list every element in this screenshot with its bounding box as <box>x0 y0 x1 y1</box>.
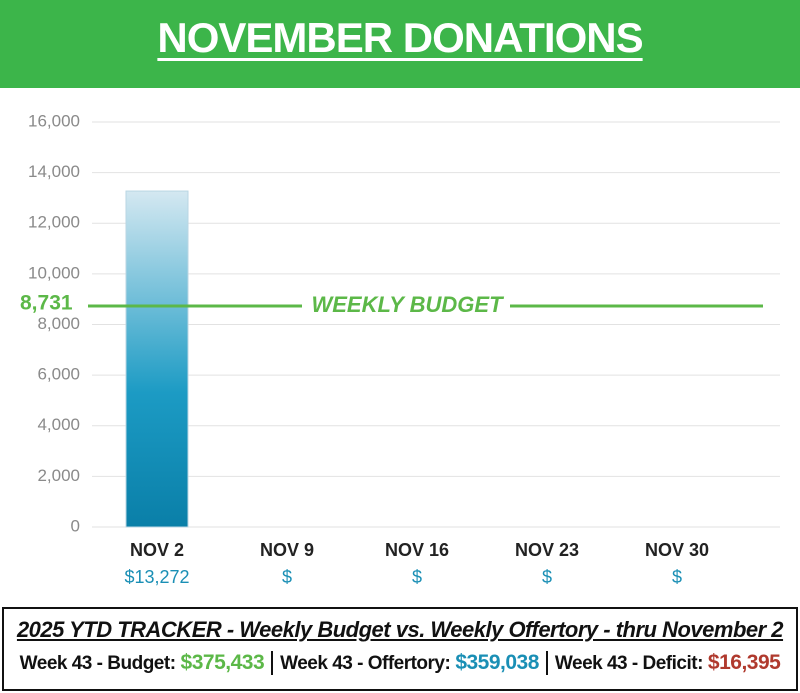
x-tick-label: NOV 9 <box>260 540 314 560</box>
x-tick-label: NOV 30 <box>645 540 709 560</box>
footer-item-label: Week 43 - Offertory: <box>280 653 451 674</box>
y-tick-label: 2,000 <box>37 466 80 485</box>
value-label: $ <box>282 567 292 587</box>
y-tick-label: 6,000 <box>37 365 80 384</box>
value-label: $ <box>412 567 422 587</box>
footer-item: Week 43 - Budget: $375,433 <box>13 651 271 675</box>
x-tick-label: NOV 2 <box>130 540 184 560</box>
value-label: $ <box>542 567 552 587</box>
chart-title: NOVEMBER DONATIONS <box>157 14 643 61</box>
header: NOVEMBER DONATIONS <box>0 0 800 88</box>
x-tick-label: NOV 16 <box>385 540 449 560</box>
y-tick-label: 14,000 <box>28 162 80 181</box>
budget-value-label: 8,731 <box>20 292 73 315</box>
footer-item-value: $16,395 <box>707 651 781 674</box>
footer-item: Week 43 - Deficit: $16,395 <box>545 651 787 675</box>
y-tick-label: 4,000 <box>37 415 80 434</box>
chart: 0 2,000 4,000 6,000 8,000 10,000 12,000 14,000 1… <box>20 111 780 587</box>
value-label: $13,272 <box>124 567 189 587</box>
y-tick-label: 16,000 <box>28 111 80 130</box>
footer-item-label: Week 43 - Budget: <box>19 653 176 674</box>
budget-text: WEEKLY BUDGET <box>311 292 504 317</box>
y-tick-label: 10,000 <box>28 263 80 282</box>
bar <box>125 190 189 528</box>
footer-item-value: $375,433 <box>180 651 265 674</box>
footer-title: 2025 YTD TRACKER - Weekly Budget vs. Wee… <box>16 617 784 642</box>
footer: 2025 YTD TRACKER - Weekly Budget vs. Wee… <box>2 607 798 691</box>
x-tick-label: NOV 23 <box>515 540 579 560</box>
footer-item: Week 43 - Offertory: $359,038 <box>271 651 546 675</box>
footer-item-label: Week 43 - Deficit: <box>554 653 703 674</box>
y-tick-label: 8,000 <box>37 314 80 333</box>
footer-item-value: $359,038 <box>455 651 539 674</box>
y-tick-label: 12,000 <box>28 213 80 232</box>
value-label: $ <box>672 567 682 587</box>
footer-items: Week 43 - Budget: $375,433 Week 43 - Offer… <box>4 651 796 675</box>
y-tick-label: 0 <box>71 516 80 535</box>
